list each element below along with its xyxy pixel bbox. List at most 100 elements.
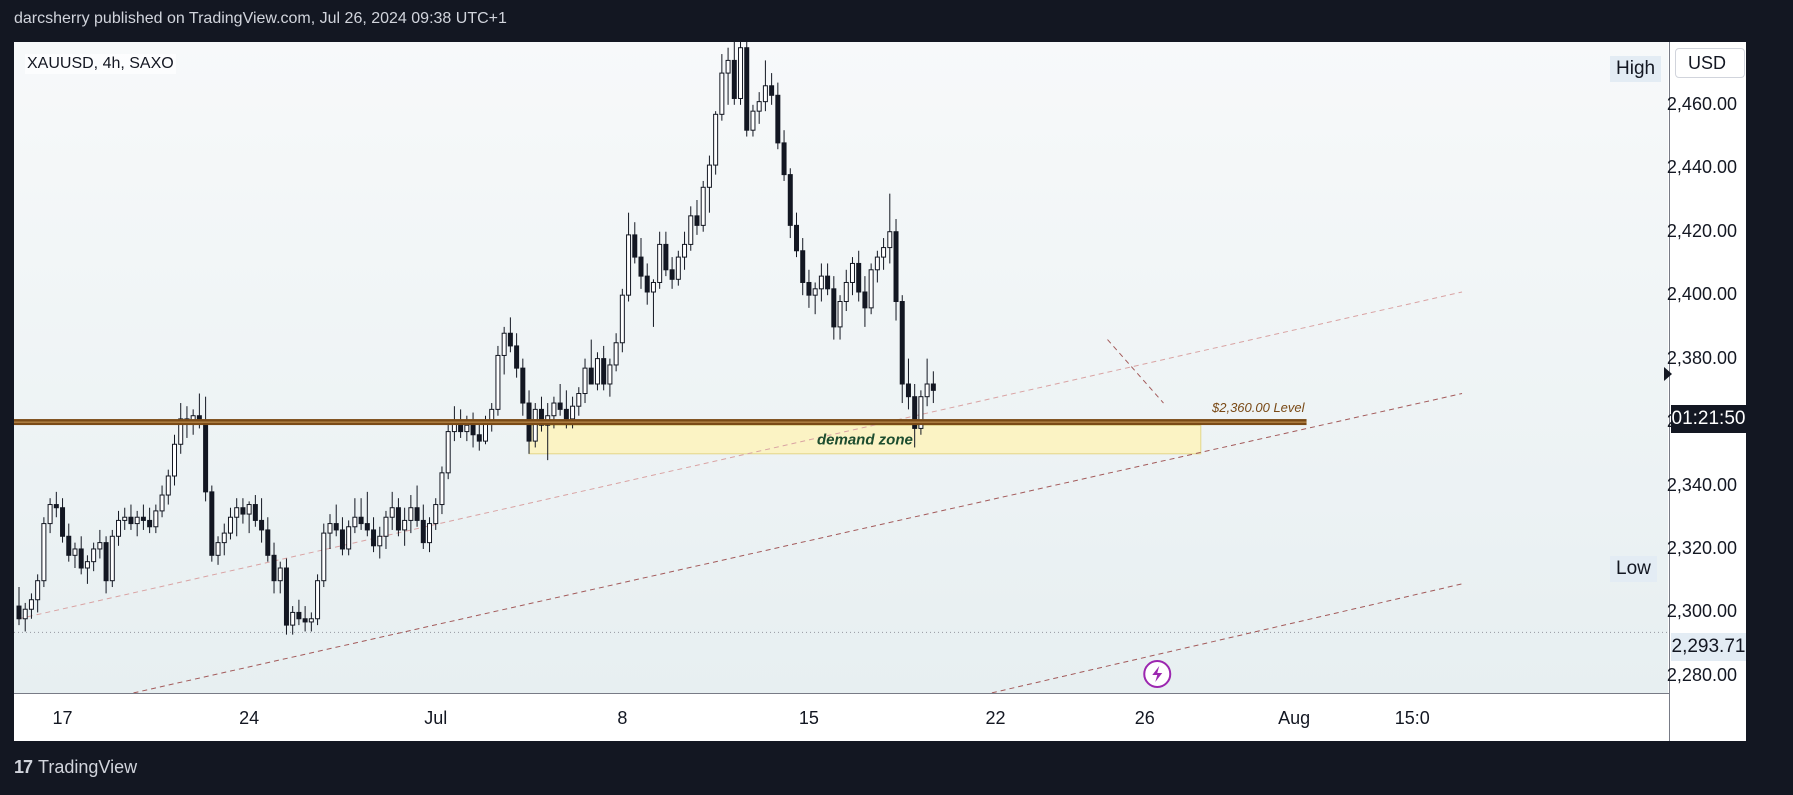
price-tick: 2,420.00 <box>1666 220 1737 241</box>
candle-body <box>725 59 731 74</box>
candle-body <box>657 243 663 283</box>
candle-body <box>557 402 563 410</box>
candle-body <box>234 507 240 518</box>
candle-body <box>84 561 90 569</box>
candle-body <box>128 516 134 525</box>
candle-body <box>762 85 768 103</box>
candle-body <box>327 523 333 534</box>
currency-selector[interactable]: USD <box>1675 48 1745 78</box>
candle-body <box>756 101 762 112</box>
candle-body <box>116 519 122 537</box>
candle-body <box>172 443 177 477</box>
candle-body <box>881 247 887 258</box>
candle-body <box>402 519 408 531</box>
candle-body <box>470 424 476 436</box>
candle-body <box>215 542 221 556</box>
candle-body <box>433 504 439 525</box>
candle-body <box>582 367 588 395</box>
candle-body <box>719 72 725 115</box>
candle-body <box>252 504 258 521</box>
lightning-bolt-icon <box>1152 666 1163 682</box>
candle-body <box>619 294 625 344</box>
candle-body <box>28 599 34 610</box>
candle-body <box>315 580 321 620</box>
candle-body <box>78 548 84 569</box>
tradingview-logo-icon: 17 <box>14 757 33 777</box>
candle-body <box>321 532 327 582</box>
candle-body <box>72 548 78 556</box>
plot-background <box>14 42 1668 693</box>
time-tick: Jul <box>424 708 448 728</box>
candle-body <box>35 580 41 601</box>
candle-body <box>383 516 389 537</box>
low-label: Low <box>1610 556 1657 582</box>
candle-body <box>918 396 924 429</box>
candle-body <box>271 554 277 582</box>
candle-body <box>134 516 140 525</box>
candle-body <box>862 291 868 309</box>
candle-body <box>787 174 793 226</box>
candle-body <box>153 510 159 528</box>
candle-body <box>240 507 246 515</box>
candle-body <box>682 243 688 258</box>
candle-body <box>178 418 184 445</box>
candle-body <box>91 548 97 563</box>
candle-body <box>290 611 296 626</box>
candle-body <box>930 383 936 391</box>
footer-brand[interactable]: TradingView <box>38 757 138 777</box>
candle-body <box>551 402 557 417</box>
candle-body <box>899 301 905 385</box>
candle-body <box>794 224 799 252</box>
candle-body <box>868 269 874 309</box>
candle-body <box>893 231 899 303</box>
price-axis[interactable]: 2,460.00 2,440.00 2,420.00 2,400.00 2,380.00… <box>1666 42 1746 741</box>
time-tick: 15:0 <box>1394 708 1430 728</box>
candle-body <box>66 535 72 556</box>
candle-body <box>644 275 650 293</box>
candle-body <box>849 262 855 283</box>
candle-body <box>700 186 706 226</box>
candle-body <box>887 231 893 249</box>
time-axis[interactable]: 17 24 Jul 8 15 22 26 Aug 15:0 <box>14 693 1669 741</box>
candle-body <box>439 472 445 506</box>
symbol-label[interactable]: XAUUSD, 4h, SAXO <box>25 54 176 74</box>
candle-body <box>346 526 352 550</box>
price-tick: 2,380.00 <box>1666 347 1737 368</box>
candle-body <box>538 408 544 426</box>
candle-body <box>147 519 153 528</box>
candle-body <box>277 567 283 582</box>
candle-body <box>464 424 470 433</box>
candle-body <box>812 288 818 296</box>
candle-body <box>514 345 520 369</box>
price-tick: 2,280.00 <box>1666 664 1737 685</box>
candle-body <box>675 256 681 280</box>
candle-body <box>47 504 53 525</box>
candle-body <box>874 256 880 271</box>
candle-body <box>296 611 302 620</box>
candle-body <box>688 215 694 245</box>
candle-body <box>781 142 787 176</box>
candle-body <box>706 164 712 188</box>
price-tick: 2,460.00 <box>1666 93 1737 114</box>
time-tick: 8 <box>617 708 628 728</box>
time-tick: 24 <box>239 708 260 728</box>
candle-body <box>501 332 507 356</box>
candlestick-plot[interactable]: $2,360.00 Level demand zone <box>14 42 1668 693</box>
candle-body <box>626 234 632 296</box>
candle-body <box>103 542 109 582</box>
price-tick: 2,340.00 <box>1666 474 1737 495</box>
candle-body <box>140 516 146 521</box>
candle-body <box>427 523 433 544</box>
candle-body <box>818 275 824 290</box>
candle-body <box>650 281 656 293</box>
chart-frame[interactable]: $2,360.00 Level demand zone XAUUSD, 4h, S… <box>14 42 1746 741</box>
candle-body <box>203 421 209 493</box>
channel-line <box>18 291 1463 620</box>
candle-body <box>22 608 28 620</box>
candle-body <box>16 605 22 620</box>
candle-body <box>750 110 756 131</box>
candle-body <box>663 243 669 271</box>
time-tick: 17 <box>52 708 73 728</box>
channel-line <box>1107 339 1164 404</box>
candle-body <box>912 396 918 429</box>
